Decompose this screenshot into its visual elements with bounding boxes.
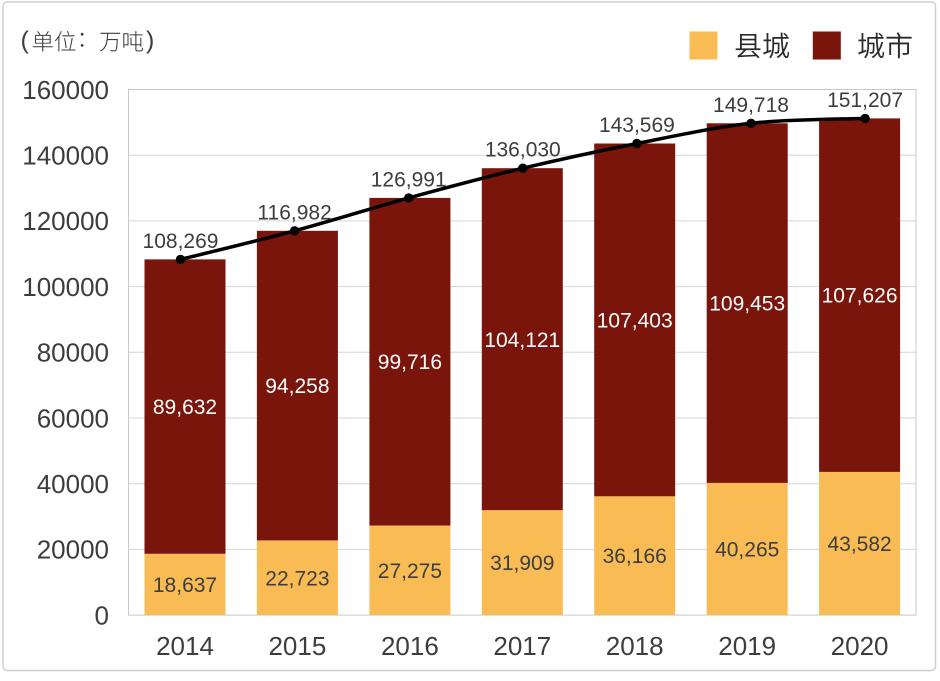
svg-text:43,582: 43,582	[827, 533, 891, 556]
svg-text:140000: 140000	[22, 141, 109, 171]
svg-text:160000: 160000	[22, 75, 109, 105]
svg-text:36,166: 36,166	[603, 545, 667, 568]
svg-text:2014: 2014	[156, 631, 214, 661]
svg-text:60000: 60000	[37, 403, 109, 433]
svg-text:31,909: 31,909	[490, 552, 554, 575]
svg-text:99,716: 99,716	[378, 351, 442, 374]
svg-text:94,258: 94,258	[265, 375, 329, 398]
svg-text:2015: 2015	[268, 631, 326, 661]
svg-text:89,632: 89,632	[153, 396, 217, 419]
svg-text:80000: 80000	[37, 338, 109, 368]
svg-text:2018: 2018	[606, 631, 664, 661]
svg-text:2020: 2020	[831, 631, 889, 661]
svg-text:27,275: 27,275	[378, 560, 442, 583]
svg-text:107,626: 107,626	[822, 285, 898, 308]
svg-text:108,269: 108,269	[143, 230, 219, 253]
svg-text:2019: 2019	[718, 631, 776, 661]
svg-text:149,718: 149,718	[713, 94, 789, 117]
svg-text:107,403: 107,403	[597, 309, 673, 332]
svg-text:18,637: 18,637	[153, 574, 217, 597]
svg-text:120000: 120000	[22, 206, 109, 236]
svg-text:20000: 20000	[37, 535, 109, 565]
svg-text:151,207: 151,207	[827, 89, 903, 112]
svg-text:0: 0	[95, 600, 109, 630]
svg-text:2016: 2016	[381, 631, 439, 661]
svg-text:126,991: 126,991	[371, 168, 447, 191]
svg-text:143,569: 143,569	[599, 114, 675, 137]
svg-text:(: (	[21, 27, 30, 55]
svg-text:116,982: 116,982	[257, 201, 331, 224]
svg-text:100000: 100000	[22, 272, 109, 302]
svg-text:40000: 40000	[37, 469, 109, 499]
svg-text:109,453: 109,453	[709, 293, 785, 316]
svg-text:22,723: 22,723	[265, 567, 329, 590]
svg-text:2017: 2017	[493, 631, 551, 661]
svg-text:104,121: 104,121	[484, 329, 560, 352]
svg-text:136,030: 136,030	[485, 139, 561, 162]
svg-text:40,265: 40,265	[715, 539, 779, 562]
svg-text:): )	[146, 27, 154, 55]
